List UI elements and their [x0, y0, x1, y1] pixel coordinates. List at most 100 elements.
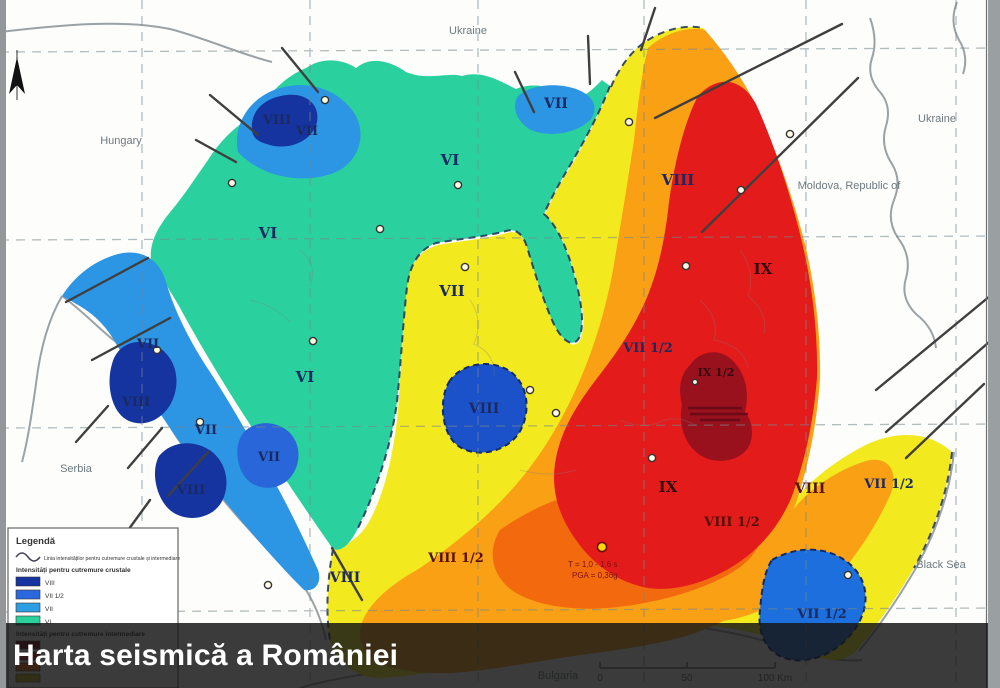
legend-line-note: Linia intensităților pentru cutremure cr… — [44, 556, 180, 562]
county-line — [249, 299, 291, 323]
zone-label: VII — [136, 337, 159, 352]
county-line — [469, 299, 495, 377]
caption-bar: Harta seismică a României — [0, 623, 1000, 688]
zone-label: VII — [295, 124, 318, 139]
legend-title: Legendă — [16, 536, 56, 547]
legend-swatch-vii — [15, 602, 41, 613]
border-ukraine-north — [0, 22, 273, 63]
zone-label: VIII 1/2 — [427, 551, 484, 566]
fault-line — [64, 256, 150, 304]
country-label: Serbia — [60, 463, 93, 475]
fault-line — [330, 546, 364, 602]
north-arrow-icon — [9, 57, 25, 94]
city-dot — [736, 185, 746, 195]
fault-line — [700, 76, 860, 234]
city-dot — [551, 408, 561, 418]
zone-blue-sw3 — [237, 423, 299, 488]
zone-dark-red-epicenter — [680, 352, 752, 461]
county-lines — [249, 249, 766, 475]
bucharest-dot — [596, 541, 608, 553]
zone-label: VI — [440, 151, 460, 169]
zone-label: VIII — [121, 395, 150, 410]
city-dot — [152, 345, 162, 355]
zone-label: VIII — [661, 171, 695, 189]
legend-crustal-heading: Intensități pentru cutremure crustale — [16, 567, 131, 574]
county-line — [619, 418, 697, 427]
dash-teal-yellow — [355, 85, 611, 533]
city-dot — [785, 129, 795, 139]
fault-line — [166, 450, 210, 498]
fault-line — [280, 46, 320, 94]
image-caption: Harta seismică a României — [13, 638, 399, 672]
frame-edge-left — [0, 0, 6, 688]
city-dot — [308, 336, 318, 346]
county-line — [739, 249, 766, 335]
city-dot — [525, 385, 535, 395]
city-dot — [227, 178, 237, 188]
country-label: Ukraine — [449, 25, 487, 37]
city-dot — [691, 378, 699, 386]
fault-line — [653, 22, 844, 120]
zone-navy-sw1 — [109, 341, 177, 424]
dash-coast — [913, 451, 953, 569]
country-label: Moldova, Republic of — [798, 180, 902, 192]
fault-line — [639, 6, 657, 52]
dash-ne-outer — [610, 25, 704, 88]
zone-label: VIII — [329, 570, 361, 586]
zone-label: VIII 1/2 — [703, 515, 760, 530]
county-line — [299, 249, 313, 287]
border-ne-corner — [952, 1, 967, 75]
graticule-line — [0, 47, 1000, 53]
fault-line — [90, 316, 172, 362]
zone-navy-nw — [251, 94, 318, 147]
city-dot — [453, 180, 463, 190]
fault-line — [74, 404, 110, 444]
graticule-line — [0, 235, 1000, 241]
zone-blue-oval-viii — [441, 363, 528, 454]
legend-swatch-vii-half — [15, 589, 41, 600]
annotation-line: PGA = 0,36g — [572, 571, 618, 580]
county-line — [519, 469, 577, 475]
fault-line — [874, 294, 992, 392]
zone-labels: VII VIII VII VI VI VIII IX VII VI VII VI… — [121, 96, 914, 622]
fault-line — [904, 382, 986, 460]
seismic-zones — [62, 26, 952, 678]
zone-label: VII — [438, 282, 465, 300]
city-dot — [624, 117, 634, 127]
zone-label: IX — [659, 478, 678, 496]
city-dot — [460, 262, 470, 272]
legend-swatch-label: VII 1/2 — [45, 593, 64, 600]
legend-swatch-label: VII — [45, 606, 53, 613]
border-moldova-east — [869, 17, 937, 349]
city-dot — [263, 580, 273, 590]
county-line — [699, 299, 749, 369]
zone-label: VIII — [262, 113, 291, 128]
fault-lines — [64, 6, 998, 602]
annotation-line: T = 1,0 - 1,6 s — [568, 560, 617, 569]
country-label: Hungary — [100, 135, 142, 147]
country-label: Black Sea — [916, 559, 966, 571]
zone-label: IX — [754, 260, 773, 278]
zone-blue-banat — [62, 252, 320, 591]
fault-line — [884, 334, 998, 434]
zone-label: VII 1/2 — [796, 607, 847, 622]
zone-label: VII 1/2 — [622, 341, 673, 356]
zone-navy-sw2 — [154, 443, 227, 518]
city-markers — [152, 95, 853, 590]
zone-label: VIII — [468, 401, 500, 417]
zone-label: VII — [543, 96, 568, 112]
fault-line — [208, 93, 260, 137]
border-serbia-hungary — [21, 295, 63, 463]
city-dot — [195, 417, 205, 427]
city-dot — [320, 95, 330, 105]
zone-red-ix — [554, 81, 818, 589]
city-dot — [647, 453, 657, 463]
north-arrow — [9, 50, 25, 100]
intensity-line-icon — [15, 552, 41, 562]
zone-label: VI — [295, 368, 315, 386]
city-dot — [375, 224, 385, 234]
zone-label: VIII — [176, 483, 205, 498]
fault-line — [126, 426, 164, 470]
